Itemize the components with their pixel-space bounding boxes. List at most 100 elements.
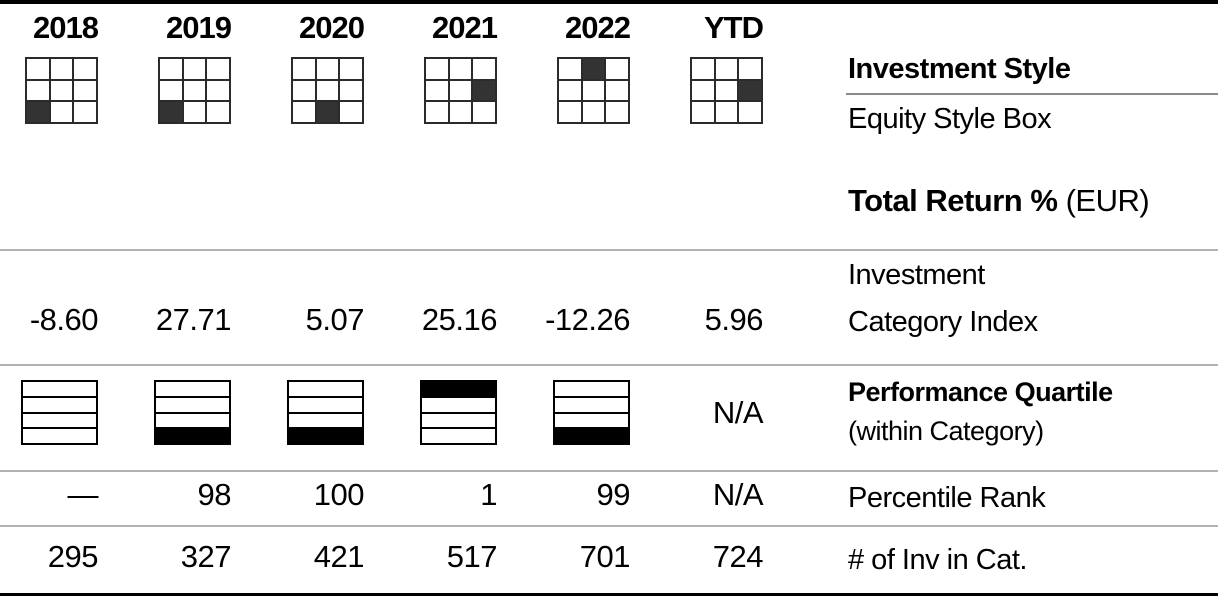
count-value: 724 [712, 539, 764, 574]
count-value: 517 [446, 539, 498, 574]
investment-row-label: Investment [848, 259, 985, 291]
quartile-segment [289, 397, 362, 412]
quartile-segment-filled [156, 429, 229, 443]
style-box-cell [449, 80, 472, 101]
label-divider-rule [846, 93, 1218, 95]
style-box-cell [74, 80, 96, 101]
style-box-cell [316, 80, 339, 101]
style-box-cell-wrap [0, 57, 133, 124]
year-header: 2021 [432, 10, 498, 45]
total-return-title-text: Total Return % [848, 183, 1058, 218]
style-box-cell [606, 80, 628, 101]
style-box-cell [183, 102, 206, 122]
within-category-subtitle: (within Category) [848, 416, 1044, 446]
rank-value: — [67, 477, 99, 512]
quartile-segment [422, 429, 495, 443]
quartile-segment [156, 382, 229, 396]
quartile-cell [399, 380, 532, 445]
percentile-rank-row: — 98 100 1 99 N/A [0, 475, 798, 515]
total-return-title: Total Return % (EUR) [848, 182, 1150, 220]
count-value: 295 [47, 539, 99, 574]
top-rule [0, 0, 1218, 4]
quartile-graphic-2022 [553, 380, 630, 445]
quartile-cell [0, 380, 133, 445]
year-header: 2018 [33, 10, 99, 45]
quartile-segment [422, 413, 495, 428]
quartile-cell [133, 380, 266, 445]
quartile-graphic-2018 [21, 380, 98, 445]
year-header-row: 2018 2019 2020 2021 2022 YTD [0, 10, 798, 46]
style-box-cell [74, 59, 96, 79]
inv-in-cat-row: 295 327 421 517 701 724 [0, 537, 798, 577]
style-box-cell [207, 102, 229, 122]
category-index-row-label: Category Index [848, 306, 1038, 338]
style-box-cell [739, 102, 761, 122]
style-box-filled-cell [473, 80, 495, 101]
equity-style-box-2020 [291, 57, 364, 124]
style-box-cell [449, 102, 472, 122]
style-box-cell [207, 80, 229, 101]
style-box-cell [449, 59, 472, 79]
style-box-cell [27, 59, 49, 79]
equity-style-box-2022 [557, 57, 630, 124]
style-box-cell [160, 80, 182, 101]
count-value: 701 [579, 539, 631, 574]
style-box-cell [473, 102, 495, 122]
quartile-segment [555, 413, 628, 428]
style-box-filled-cell [160, 102, 182, 122]
style-box-cell [340, 80, 362, 101]
return-value: 27.71 [155, 302, 232, 337]
equity-style-box-ytd [690, 57, 763, 124]
quartile-segment [555, 382, 628, 396]
style-box-cell [739, 59, 761, 79]
style-box-cell-wrap [665, 57, 798, 124]
style-box-cell [606, 102, 628, 122]
percentile-rank-label: Percentile Rank [848, 482, 1046, 514]
style-box-cell [715, 59, 738, 79]
quartile-na-ytd: N/A [712, 395, 764, 430]
style-box-cell [692, 80, 714, 101]
style-box-cell [50, 59, 73, 79]
style-box-cell [316, 59, 339, 79]
equity-style-box-2019 [158, 57, 231, 124]
count-value: 421 [313, 539, 365, 574]
quartile-graphic-2020 [287, 380, 364, 445]
style-box-cell [183, 59, 206, 79]
style-box-cell [160, 59, 182, 79]
quartile-graphic-2019 [154, 380, 231, 445]
return-value: 5.96 [704, 302, 764, 337]
style-box-cell-wrap [266, 57, 399, 124]
quartile-segment [156, 397, 229, 412]
total-return-currency: (EUR) [1065, 183, 1150, 218]
style-box-cell [715, 80, 738, 101]
style-box-cell-wrap [133, 57, 266, 124]
quartile-cell [266, 380, 399, 445]
return-value: 25.16 [421, 302, 498, 337]
style-box-cell [582, 80, 605, 101]
style-box-filled-cell [739, 80, 761, 101]
rank-value: 99 [596, 477, 631, 512]
rank-value: 1 [480, 477, 497, 512]
style-box-cell-wrap [532, 57, 665, 124]
section-rule [0, 525, 1218, 527]
style-box-cell [582, 102, 605, 122]
quartile-graphic-2021 [420, 380, 497, 445]
return-value: 5.07 [305, 302, 365, 337]
count-value: 327 [180, 539, 232, 574]
style-box-cell [692, 102, 714, 122]
section-rule [0, 364, 1218, 366]
return-value: -12.26 [545, 302, 630, 337]
return-value: -8.60 [29, 302, 99, 337]
style-box-cell [426, 102, 448, 122]
quartile-segment [23, 397, 96, 412]
style-box-cell [74, 102, 96, 122]
section-rule [0, 249, 1218, 251]
rank-value: 100 [313, 477, 365, 512]
quartile-segment-filled [289, 429, 362, 443]
style-box-cell [715, 102, 738, 122]
quartile-segment [422, 397, 495, 412]
year-header: 2022 [565, 10, 631, 45]
performance-quartile-title: Performance Quartile [848, 377, 1113, 407]
quartile-segment [156, 413, 229, 428]
